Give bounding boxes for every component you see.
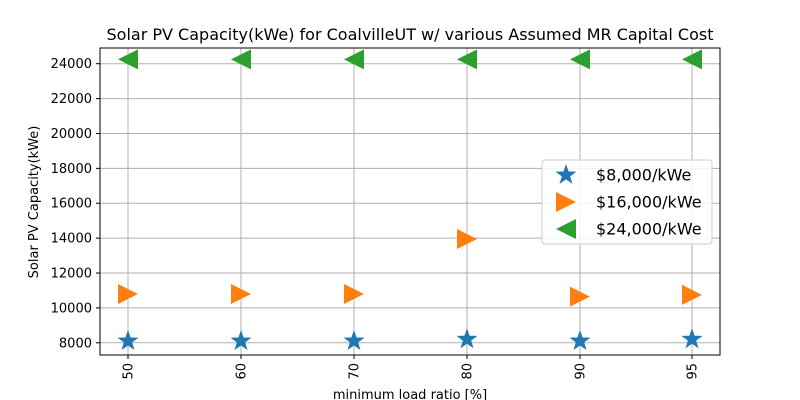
x-tick-label: 60 (235, 363, 250, 380)
data-point-series-2 (682, 284, 702, 305)
x-tick-label: 95 (686, 363, 701, 380)
legend-box (541, 159, 713, 245)
legend-label-2: $16,000/kWe (596, 193, 702, 212)
legend: $8,000/kWe $16,000/kWe $24,000/kWe (541, 159, 713, 245)
data-point-series-3 (344, 49, 364, 70)
data-point-series-1 (117, 330, 139, 350)
legend-marker-1 (555, 164, 577, 184)
y-axis-label: Solar PV Capacity(kWe) (27, 126, 42, 279)
data-point-series-3 (231, 49, 251, 70)
data-point-series-1 (681, 328, 703, 349)
data-point-series-3 (457, 49, 477, 70)
data-point-series-1 (230, 330, 252, 350)
axis-ticks: 8000 10000 12000 14000 16000 18000 20000 22000 2… (51, 57, 701, 379)
data-point-series-3 (118, 49, 138, 70)
x-tick-label: 50 (122, 363, 137, 380)
data-point-series-2 (457, 229, 477, 250)
y-tick-label: 10000 (51, 301, 92, 316)
data-point-series-3 (682, 49, 702, 70)
y-tick-label: 18000 (51, 162, 92, 177)
x-axis-label: minimum load ratio [%] (333, 388, 487, 400)
y-tick-label: 24000 (51, 57, 92, 72)
legend-marker-3 (556, 219, 576, 239)
data-point-series-1 (569, 330, 591, 350)
data-point-series-3 (570, 49, 590, 70)
data-point-series-2 (344, 283, 364, 304)
data-point-series-2 (570, 286, 590, 307)
legend-label-1: $8,000/kWe (596, 166, 691, 185)
data-point-series-1 (456, 328, 478, 349)
x-tick-label: 70 (348, 363, 363, 380)
y-tick-label: 22000 (51, 92, 92, 107)
legend-marker-2 (556, 192, 576, 212)
data-point-series-2 (231, 283, 251, 304)
data-point-series-2 (118, 283, 138, 304)
x-tick-label: 80 (461, 363, 476, 380)
y-tick-label: 20000 (51, 127, 92, 142)
data-point-series-1 (343, 330, 365, 350)
chart-title: Solar PV Capacity(kWe) for CoalvilleUT w… (107, 25, 714, 44)
y-tick-label: 8000 (59, 336, 92, 351)
plot-area-frame (99, 47, 721, 356)
y-tick-label: 14000 (51, 232, 92, 247)
y-tick-label: 16000 (51, 197, 92, 212)
x-tick-label: 90 (574, 363, 589, 380)
y-tick-label: 12000 (51, 267, 92, 282)
data-points (117, 49, 703, 350)
legend-label-3: $24,000/kWe (596, 220, 702, 239)
